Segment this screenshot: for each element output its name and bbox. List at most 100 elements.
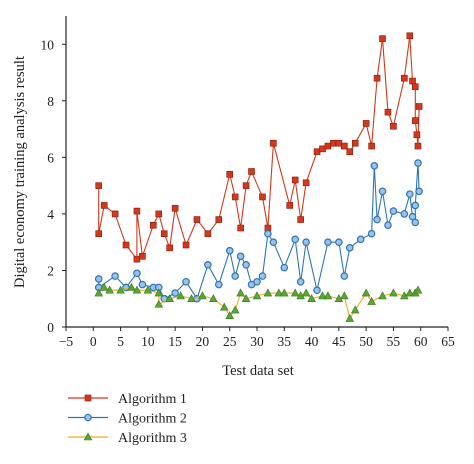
data-point — [411, 218, 420, 227]
data-point — [263, 288, 273, 297]
data-point — [143, 285, 153, 294]
data-point — [313, 286, 321, 295]
data-point — [313, 148, 321, 156]
data-point — [132, 285, 142, 294]
data-point — [401, 74, 408, 82]
data-point — [291, 176, 299, 184]
x-tick-label: 35 — [278, 334, 292, 349]
data-point — [248, 168, 255, 175]
data-point — [405, 190, 414, 198]
data-point — [379, 35, 386, 42]
data-point — [341, 142, 348, 150]
data-point — [269, 238, 278, 246]
x-tick-label: 15 — [168, 334, 182, 349]
data-point — [252, 291, 262, 300]
y-tick-label: 2 — [47, 263, 54, 278]
data-point — [356, 235, 365, 244]
data-point — [236, 288, 245, 297]
data-point — [390, 122, 397, 130]
series-2 — [94, 159, 423, 303]
x-tick-label: 40 — [305, 334, 319, 349]
data-point — [340, 272, 349, 280]
data-point — [231, 272, 239, 280]
tick-marks — [62, 43, 449, 331]
data-point — [193, 216, 201, 223]
data-point — [370, 162, 379, 170]
data-point — [368, 142, 375, 150]
x-tick-label: 20 — [196, 334, 210, 349]
data-point — [302, 179, 310, 187]
data-point — [296, 277, 305, 286]
data-point — [166, 244, 173, 252]
data-point — [133, 255, 141, 263]
data-point — [225, 311, 235, 319]
data-point — [415, 187, 423, 196]
data-point — [270, 139, 277, 147]
data-point — [154, 288, 164, 297]
legend-item: Algorithm 2 — [68, 412, 187, 427]
data-point — [405, 288, 415, 297]
data-point — [241, 294, 251, 303]
data-point — [105, 285, 114, 294]
data-point — [411, 83, 419, 90]
data-point — [139, 253, 146, 260]
data-point — [204, 260, 212, 269]
legend-label: Algorithm 1 — [118, 392, 187, 407]
data-point — [335, 139, 343, 147]
data-point — [242, 182, 250, 189]
data-point — [319, 145, 326, 153]
x-tick-label: 5 — [117, 334, 124, 349]
series-1 — [95, 32, 423, 263]
tick-labels: −5 0 5 10 15 20 25 30 35 40 45 50 55 60 65 0 2 4 6 8 10 — [41, 37, 456, 349]
data-point — [94, 288, 104, 297]
legend-label: Algorithm 2 — [118, 412, 187, 427]
data-point — [122, 241, 130, 249]
data-point — [176, 291, 185, 300]
legend-item: Algorithm 3 — [68, 431, 187, 446]
data-point — [204, 230, 212, 237]
data-point — [198, 291, 207, 300]
data-point — [367, 229, 376, 238]
x-tick-label: 25 — [223, 334, 237, 349]
data-point — [154, 299, 164, 308]
data-point — [384, 108, 392, 116]
data-point — [346, 148, 354, 156]
data-point — [389, 207, 398, 215]
y-tick-label: 10 — [41, 37, 55, 52]
data-point — [413, 131, 421, 139]
data-point — [323, 291, 333, 300]
x-tick-label: 10 — [141, 334, 155, 349]
x-tick-label: 30 — [250, 334, 264, 349]
data-point — [94, 275, 103, 283]
data-point — [215, 216, 223, 223]
data-point — [362, 120, 370, 127]
data-point — [225, 246, 234, 255]
x-tick-label: 65 — [441, 334, 455, 349]
data-point — [411, 117, 419, 124]
data-point — [291, 235, 300, 244]
legend-item: Algorithm 1 — [68, 392, 187, 407]
x-tick-label: −5 — [59, 334, 74, 349]
x-axis-label: Test data set — [222, 363, 293, 379]
data-point — [301, 288, 311, 297]
data-point — [111, 210, 119, 218]
y-axis-label: Digital economy training analysis result — [12, 56, 28, 288]
data-point — [230, 305, 240, 314]
data-point — [258, 272, 267, 280]
data-point — [415, 103, 423, 110]
data-point — [297, 216, 304, 223]
data-point — [226, 171, 234, 178]
data-point — [280, 263, 289, 272]
data-point — [236, 252, 245, 261]
legend-marker — [84, 394, 92, 402]
data-point — [171, 204, 179, 212]
data-point — [335, 238, 343, 246]
data-point — [274, 288, 284, 297]
y-tick-label: 0 — [47, 320, 54, 335]
data-point — [373, 74, 381, 82]
data-point — [414, 159, 422, 167]
data-point — [95, 230, 103, 237]
data-point — [259, 193, 266, 201]
data-point — [182, 241, 190, 249]
legend-label: Algorithm 3 — [118, 431, 187, 446]
